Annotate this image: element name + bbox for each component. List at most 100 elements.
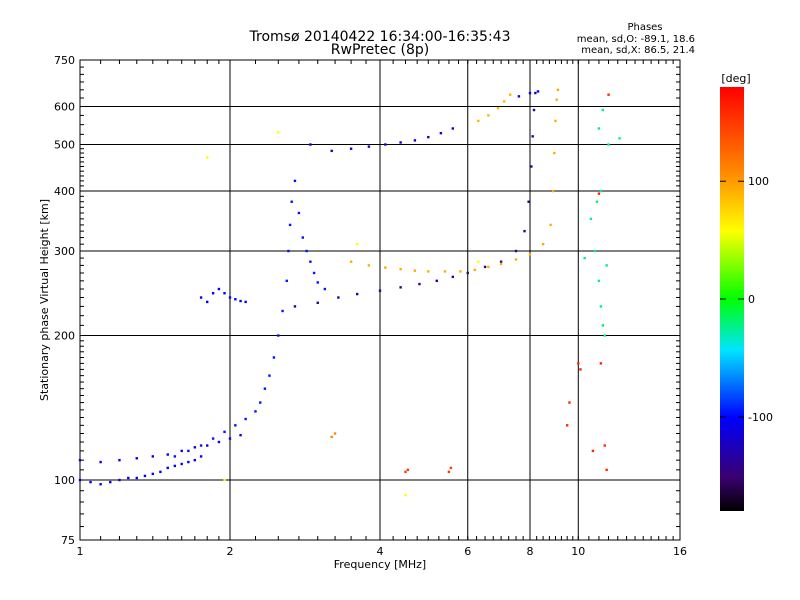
echo-point: [553, 151, 556, 155]
echo-point: [293, 305, 297, 308]
echo-point: [355, 292, 359, 296]
echo-point: [477, 260, 480, 263]
echo-point: [599, 305, 603, 308]
x-tick-label: 8: [527, 545, 534, 558]
echo-point: [487, 265, 490, 269]
echo-point: [607, 93, 610, 96]
echo-point: [330, 435, 333, 439]
y-tick-label: 75: [61, 534, 75, 547]
echo-point: [293, 179, 297, 183]
echo-point: [259, 401, 262, 404]
echo-point: [316, 301, 319, 305]
echo-point: [187, 460, 190, 464]
echo-point: [337, 296, 340, 299]
echo-point: [591, 449, 595, 453]
echo-point: [514, 258, 518, 261]
echo-point: [378, 289, 382, 292]
echo-point: [413, 269, 417, 272]
echo-point: [223, 292, 226, 295]
echo-point: [223, 478, 226, 482]
echo-point: [349, 260, 353, 263]
echo-point: [406, 468, 410, 472]
echo-point: [487, 114, 490, 117]
echo-point: [399, 141, 402, 144]
stats-heading: Phases: [627, 22, 662, 33]
echo-point: [447, 470, 451, 474]
echo-point: [384, 266, 387, 269]
echo-point: [597, 279, 601, 283]
echo-point: [514, 249, 518, 253]
echo-point: [618, 137, 621, 140]
colorbar-tick-label: 100: [748, 175, 769, 188]
echo-point: [239, 299, 242, 303]
y-tick-label: 750: [54, 54, 75, 67]
echo-point: [180, 449, 183, 453]
echo-point: [531, 135, 534, 138]
y-tick-label: 600: [54, 101, 75, 114]
echo-point: [496, 107, 500, 110]
echo-point: [173, 455, 177, 458]
y-tick-label: 100: [54, 474, 75, 487]
x-tick-label: 2: [227, 545, 234, 558]
colorbar-tick-label: 0: [748, 293, 755, 306]
echo-point: [223, 430, 226, 434]
y-tick-label: 400: [54, 185, 75, 198]
echo-point: [599, 362, 603, 365]
echo-point: [595, 200, 599, 203]
echo-point: [312, 271, 316, 275]
echo-point: [239, 433, 242, 437]
echo-point: [499, 260, 503, 263]
echo-point: [290, 200, 293, 203]
echo-point: [399, 267, 402, 271]
echo-point: [109, 480, 112, 484]
echo-point: [583, 256, 586, 260]
y-tick-label: 300: [54, 245, 75, 258]
echo-point: [143, 474, 147, 478]
echo-point: [330, 149, 333, 153]
echo-point: [568, 401, 571, 404]
echo-point: [285, 279, 288, 283]
echo-point: [404, 470, 407, 474]
echo-point: [135, 457, 138, 460]
echo-point: [349, 147, 353, 150]
stats-o-line: mean, sd,O: -89.1, 18.6: [577, 34, 695, 45]
echo-point: [451, 127, 455, 130]
echo-point: [323, 287, 327, 291]
echo-point: [451, 275, 455, 279]
echo-point: [597, 192, 601, 195]
echo-point: [217, 440, 221, 444]
echo-point: [541, 242, 545, 246]
echo-point: [443, 270, 447, 273]
echo-point: [549, 223, 552, 227]
echo-point: [272, 356, 276, 359]
x-axis-label: Frequency [MHz]: [334, 558, 426, 571]
echo-point: [263, 387, 267, 390]
echo-point: [205, 444, 209, 447]
echo-point: [244, 417, 247, 421]
echo-point: [228, 437, 232, 440]
echo-point: [234, 424, 237, 427]
echo-point: [589, 217, 593, 221]
x-tick-label: 4: [377, 545, 384, 558]
echo-point: [466, 271, 469, 275]
echo-point: [597, 127, 601, 130]
echo-point: [534, 91, 537, 95]
x-tick-label: 6: [464, 545, 471, 558]
echo-point: [244, 300, 247, 304]
echo-point: [166, 453, 169, 456]
stats-x-line: mean, sd,X: 86.5, 21.4: [581, 45, 695, 56]
echo-point: [254, 410, 257, 413]
echo-point: [228, 296, 232, 299]
echo-point: [555, 98, 558, 101]
echo-points: [78, 88, 621, 497]
echo-point: [599, 189, 603, 193]
y-tick-label: 500: [54, 139, 75, 152]
echo-point: [89, 480, 92, 484]
echo-point: [565, 424, 569, 427]
echo-point: [301, 236, 305, 239]
echo-point: [517, 95, 521, 98]
echo-point: [99, 483, 102, 486]
echo-point: [449, 466, 453, 470]
echo-point: [277, 131, 280, 134]
x-tick-label: 1: [77, 545, 84, 558]
